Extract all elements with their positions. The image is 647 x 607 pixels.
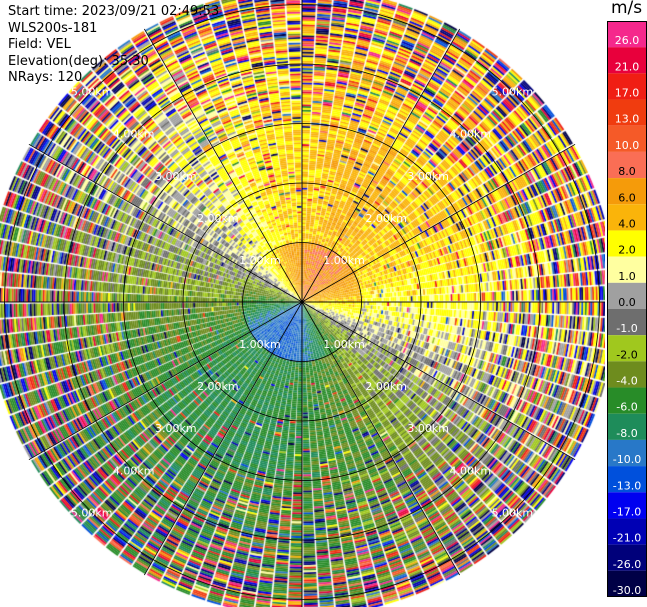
instrument-name: WLS200s-181 [8, 20, 98, 36]
colorbar-tick-label: -6.0 [616, 401, 637, 414]
start-time: Start time: 2023/09/21 02:49:53 [8, 4, 220, 19]
scan-info: Start time: 2023/09/21 02:49:53 WLS200s-… [8, 4, 219, 87]
ring-label-1: 1.00km [239, 254, 281, 267]
azimuth-spoke-120 [301, 301, 576, 461]
colorbar-tick-label: 13.0 [615, 113, 640, 126]
colorbar-tick-label: 2.0 [618, 244, 636, 257]
elevation: Elevation(deg): 35.30 [8, 53, 149, 69]
colorbar-bin [607, 413, 647, 440]
ring-label-1: 1.00km [239, 338, 281, 351]
colorbar-tick-label: -8.0 [616, 427, 637, 440]
ring-label-3: 3.00km [407, 170, 449, 183]
colorbar-bin [607, 387, 647, 414]
colorbar-bin [607, 21, 647, 48]
azimuth-spoke-150 [301, 301, 461, 576]
ring-label-3: 3.00km [155, 422, 197, 435]
colorbar-bin [607, 466, 647, 493]
colorbar-bin [607, 439, 647, 467]
colorbar-bin [607, 230, 647, 257]
colorbar-tick-label: 26.0 [615, 34, 640, 47]
colorbar-tick-label: -1.0 [616, 322, 637, 335]
colorbar-bin [607, 361, 647, 388]
colorbar-bin [607, 47, 647, 74]
colorbar-tick-label: -21.0 [613, 532, 641, 545]
ring-label-5: 5.00km [492, 86, 534, 99]
colorbar-tick-label: -17.0 [613, 505, 641, 518]
ring-label-2: 2.00km [197, 380, 239, 393]
colorbar: 26.0 21.0 17.0 13.0 10.0 8.0 6.0 4.0 2.0 1.0 0.0 -1… [607, 21, 647, 597]
azimuth-spoke-60 [301, 143, 576, 303]
azimuth-spoke-240 [28, 301, 303, 461]
colorbar-bin [607, 335, 647, 362]
colorbar-tick-label: 21.0 [615, 60, 640, 73]
colorbar-tick-label: -4.0 [616, 375, 637, 388]
ring-label-5: 5.00km [71, 506, 113, 519]
colorbar-tick-label: 6.0 [618, 191, 636, 204]
azimuth-spoke-30 [301, 28, 461, 303]
field-name: Field: VEL [8, 37, 71, 52]
colorbar-bin [607, 73, 647, 100]
colorbar-bin [607, 492, 647, 519]
ring-label-1: 1.00km [323, 254, 365, 267]
colorbar-bin [607, 282, 647, 309]
colorbar-tick-label: 4.0 [618, 217, 636, 230]
colorbar-bin [607, 256, 647, 283]
colorbar-bin [607, 178, 647, 205]
colorbar-bin [607, 309, 647, 336]
colorbar-tick-label: 8.0 [618, 165, 636, 178]
ring-label-4: 4.00km [450, 128, 492, 141]
colorbar-tick-label: 0.0 [618, 296, 636, 309]
colorbar-tick-label: -26.0 [613, 558, 641, 571]
colorbar-tick-label: -13.0 [613, 479, 641, 492]
ring-label-4: 4.00km [113, 128, 155, 141]
azimuth-spoke-300 [28, 143, 303, 303]
nrays: NRays: 120 [8, 70, 83, 85]
ring-label-3: 3.00km [155, 170, 197, 183]
ring-label-4: 4.00km [450, 464, 492, 477]
colorbar-bin [607, 544, 647, 571]
ring-label-4: 4.00km [113, 464, 155, 477]
ring-label-3: 3.00km [407, 422, 449, 435]
azimuth-spoke-330 [143, 28, 303, 303]
colorbar-tick-label: 10.0 [615, 139, 640, 152]
colorbar-bin [607, 151, 647, 179]
colorbar-bin [607, 99, 647, 126]
colorbar-tick-label: -10.0 [613, 453, 641, 466]
ring-label-2: 2.00km [197, 212, 239, 225]
colorbar-tick-label: 1.0 [618, 270, 636, 283]
colorbar-bin [607, 125, 647, 152]
ring-label-5: 5.00km [71, 86, 113, 99]
colorbar-bin [607, 518, 647, 545]
colorbar-bin [607, 204, 647, 231]
ring-label-5: 5.00km [492, 506, 534, 519]
colorbar-tick-label: -30.0 [613, 584, 641, 597]
range-ring-overlay: 1.00km 1.00km 1.00km 1.00km 2.00km 2.00km 2.00… [0, 0, 605, 607]
ring-label-1: 1.00km [323, 338, 365, 351]
azimuth-spoke-210 [143, 301, 303, 576]
colorbar-unit: m/s [611, 0, 643, 18]
colorbar-bin [607, 570, 647, 597]
ring-label-2: 2.00km [365, 212, 407, 225]
ring-label-2: 2.00km [365, 380, 407, 393]
colorbar-tick-label: -2.0 [616, 348, 637, 361]
colorbar-tick-label: 17.0 [615, 87, 640, 100]
